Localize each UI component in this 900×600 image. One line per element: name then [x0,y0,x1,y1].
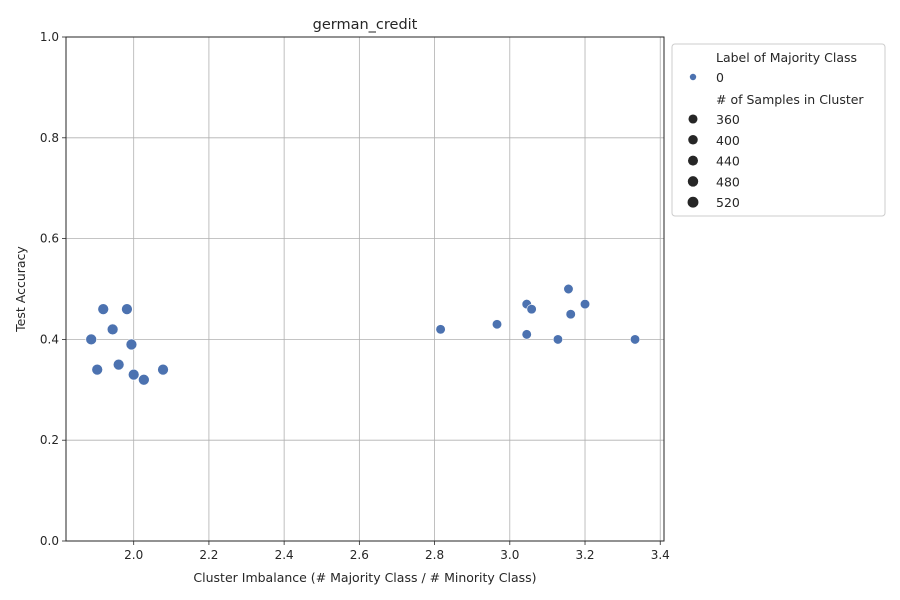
data-point [125,338,138,351]
legend: Label of Majority Class 0 # of Samples i… [671,43,886,217]
legend-size-marker [688,155,698,166]
x-tick-label: 2.0 [124,548,143,562]
legend-size-label: 520 [716,195,740,210]
data-point [491,319,503,330]
data-point [157,363,169,376]
data-point [112,358,125,371]
y-tick-label: 0.6 [40,232,59,246]
plot-frame [65,36,665,542]
legend-size-marker [688,135,698,145]
data-point [85,333,97,346]
x-tick-label: 2.2 [199,548,218,562]
legend-size-marker [687,176,699,187]
chart-title: german_credit [313,17,418,33]
data-point [97,303,109,315]
data-point [121,303,133,315]
legend-size-marker [687,196,699,208]
y-tick-label: 0.8 [40,131,59,145]
y-tick-label: 1.0 [40,30,59,44]
data-point [563,283,574,295]
legend-size-label: 480 [716,174,740,189]
x-tick-label: 2.8 [425,548,444,562]
legend-size-label: 360 [716,112,740,127]
legend-hue-label: 0 [716,70,724,85]
data-point [579,299,591,310]
y-axis-label: Test Accuracy [13,246,28,333]
data-point [91,363,103,376]
data-point [138,373,150,386]
data-point [521,329,532,340]
legend-size-marker [688,114,698,124]
legend-size-title: # of Samples in Cluster [716,92,864,107]
x-tick-label: 2.4 [275,548,294,562]
data-points [85,283,641,386]
legend-size-label: 440 [716,154,740,169]
legend-hue-title: Label of Majority Class [716,50,857,65]
data-point [106,323,119,336]
x-tick-label: 3.2 [575,548,594,562]
data-point [565,309,576,320]
legend-size-entries: 360 400 440 480 520 [687,112,740,210]
x-tick-label: 3.4 [651,548,670,562]
x-axis-ticks: 2.0 2.2 2.4 2.6 2.8 3.0 3.2 3.4 [124,541,670,562]
x-axis-label: Cluster Imbalance (# Majority Class / # … [193,570,536,585]
y-tick-label: 0.0 [40,534,59,548]
legend-hue-marker [689,73,697,81]
legend-size-label: 400 [716,133,740,148]
data-point [629,334,641,345]
legend-frame [671,43,886,217]
y-axis-ticks: 0.0 0.2 0.4 0.6 0.8 1.0 [40,30,66,548]
y-tick-label: 0.4 [40,332,59,346]
y-tick-label: 0.2 [40,433,59,447]
data-point [435,324,446,335]
data-point [127,368,140,381]
data-point [552,334,564,345]
x-tick-label: 3.0 [500,548,519,562]
x-tick-label: 2.6 [350,548,369,562]
data-point [526,304,537,315]
grid [66,36,664,542]
